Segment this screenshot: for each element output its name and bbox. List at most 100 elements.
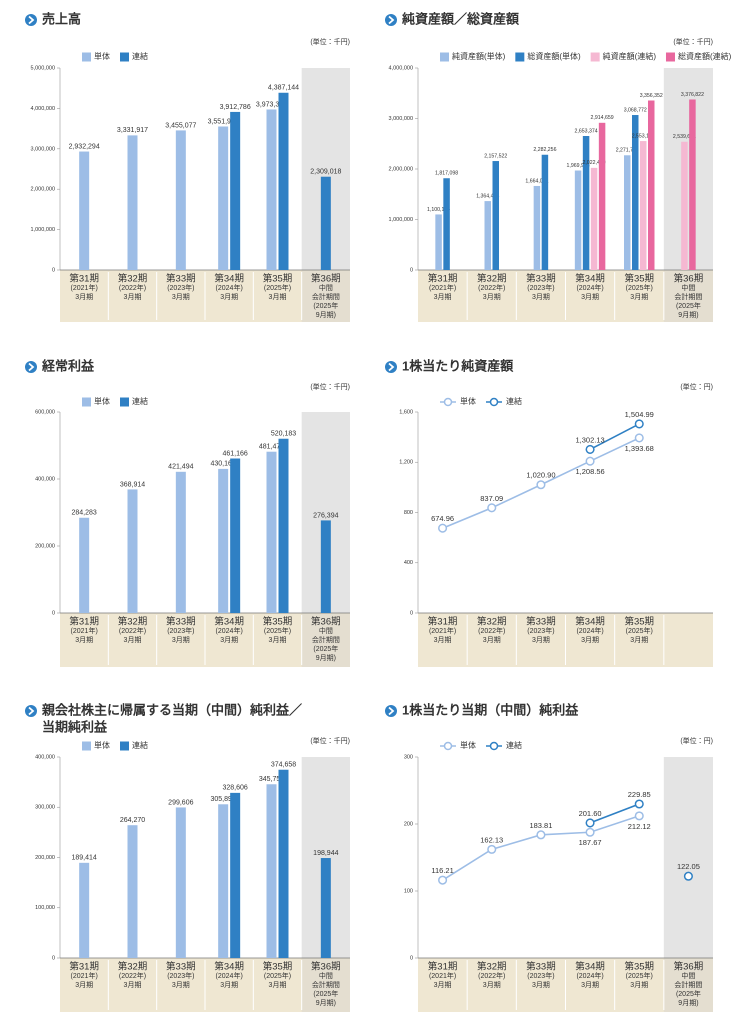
bar-value-label: 2,309,018 [310,169,341,176]
x-category-label: 3月期 [630,981,648,989]
x-category-label: 3月期 [75,636,93,644]
bar-value-label: 2,553,127 [632,133,655,139]
x-category-label: 3月期 [630,636,648,644]
interim-shade-band [663,958,713,1012]
bar-value-label: 2,022,479 [583,160,606,166]
line-point [634,433,644,443]
bar [278,438,289,613]
series-line [589,423,640,451]
legend-label: 連結 [132,740,148,750]
x-category-label: 3月期 [269,636,287,644]
title-icon [385,14,397,26]
x-category-label: 3月期 [172,293,190,301]
bar-value-label: 2,914,659 [591,115,614,121]
point-value-label: 116.21 [431,866,453,875]
bar [230,111,241,270]
y-tick-label: 600,000 [35,409,55,415]
x-category-label: 3月期 [124,636,142,644]
bar [79,862,90,958]
chart-title: 純資産額／総資産額 [401,11,520,26]
legend-swatch [665,52,675,62]
bar-value-label: 2,653,374 [575,128,598,134]
y-tick-label: 400 [404,560,413,566]
legend-swatch [120,52,129,62]
bar-value-label: 374,658 [271,762,296,769]
y-tick-label: 0 [410,267,413,273]
interim-shade-band [663,270,713,322]
x-category-label: 中間 [319,971,333,980]
x-category-label: 第35期 [263,616,293,628]
bar [218,126,229,270]
y-tick-label: 5,000,000 [31,65,55,71]
bar [624,155,631,270]
title-icon-chevron [28,706,35,716]
bar [127,135,138,270]
bar [590,167,598,270]
x-category-label: (2022年) [119,283,146,292]
x-category-label: (2025年) [264,283,291,292]
legend-swatch [590,52,600,62]
line-point [438,875,448,885]
x-category-label: 第36期 [311,961,341,973]
title-icon [25,705,37,717]
bar [541,154,549,270]
legend-label: 純資産額(単体) [452,51,506,61]
point-value-label: 212.12 [628,822,651,831]
bar [492,161,499,270]
legend-label: 単体 [94,740,110,750]
y-tick-label: 3,000,000 [31,146,55,152]
line-point [585,827,595,837]
y-tick-label: 1,600 [399,409,413,415]
chart-title: 親会社株主に帰属する当期（中間）純利益／ [41,702,302,717]
bar [648,100,655,270]
x-category-label: (2025年) [626,283,653,292]
x-category-label: 第33期 [166,961,196,973]
x-category-label: 第32期 [477,961,507,973]
x-category-label: 第36期 [311,273,341,285]
bar [320,176,331,270]
x-category-label: 第31期 [69,616,99,628]
legend-label: 総資産額(連結) [678,51,732,61]
bar-value-label: 3,068,772 [624,107,647,113]
unit-label: (単位：千円) [673,37,713,46]
line-point [585,818,595,828]
bar [533,185,541,270]
x-category-label: 第33期 [166,616,196,628]
x-category-label: 第35期 [624,961,654,973]
x-category-label: 第32期 [118,961,148,973]
y-tick-label: 1,000,000 [389,217,413,223]
x-category-label: 9月期) [316,999,336,1007]
bar [127,825,138,958]
title-icon-chevron [388,706,395,716]
x-category-label: 3月期 [269,981,287,989]
x-category-label: 3月期 [483,981,501,989]
bar-value-label: 1,364,454 [476,193,499,199]
bar [443,178,450,270]
x-category-label: (2024年) [576,626,603,635]
x-category-label: 第36期 [674,961,704,973]
bar [266,451,277,613]
bar [127,489,138,613]
point-value-label: 201.60 [579,809,602,818]
bar [689,99,696,270]
legend-label: 総資産額(単体) [527,51,581,61]
legend-label: 純資産額(連結) [603,51,657,61]
x-category-label: 第32期 [118,616,148,628]
unit-label: (単位：千円) [310,37,350,46]
legend-label: 連結 [506,740,522,750]
x-category-label: (2025年 [676,301,701,310]
x-category-label: (2024年) [216,283,243,292]
bar-value-label: 299,606 [168,799,193,806]
bar-value-label: 481,475 [259,444,284,451]
y-tick-label: 0 [52,610,55,616]
bar-value-label: 198,944 [313,850,338,857]
x-category-label: 3月期 [124,981,142,989]
x-category-label: 中間 [319,283,333,292]
x-category-label: 3月期 [172,981,190,989]
chart-title: 1株当たり当期（中間）純利益 [402,702,579,717]
x-category-label: (2021年) [429,283,456,292]
x-category-label: (2024年) [216,971,243,980]
x-category-label: (2025年) [626,626,653,635]
y-tick-label: 3,000,000 [389,116,413,122]
x-category-label: 9月期) [316,311,336,319]
